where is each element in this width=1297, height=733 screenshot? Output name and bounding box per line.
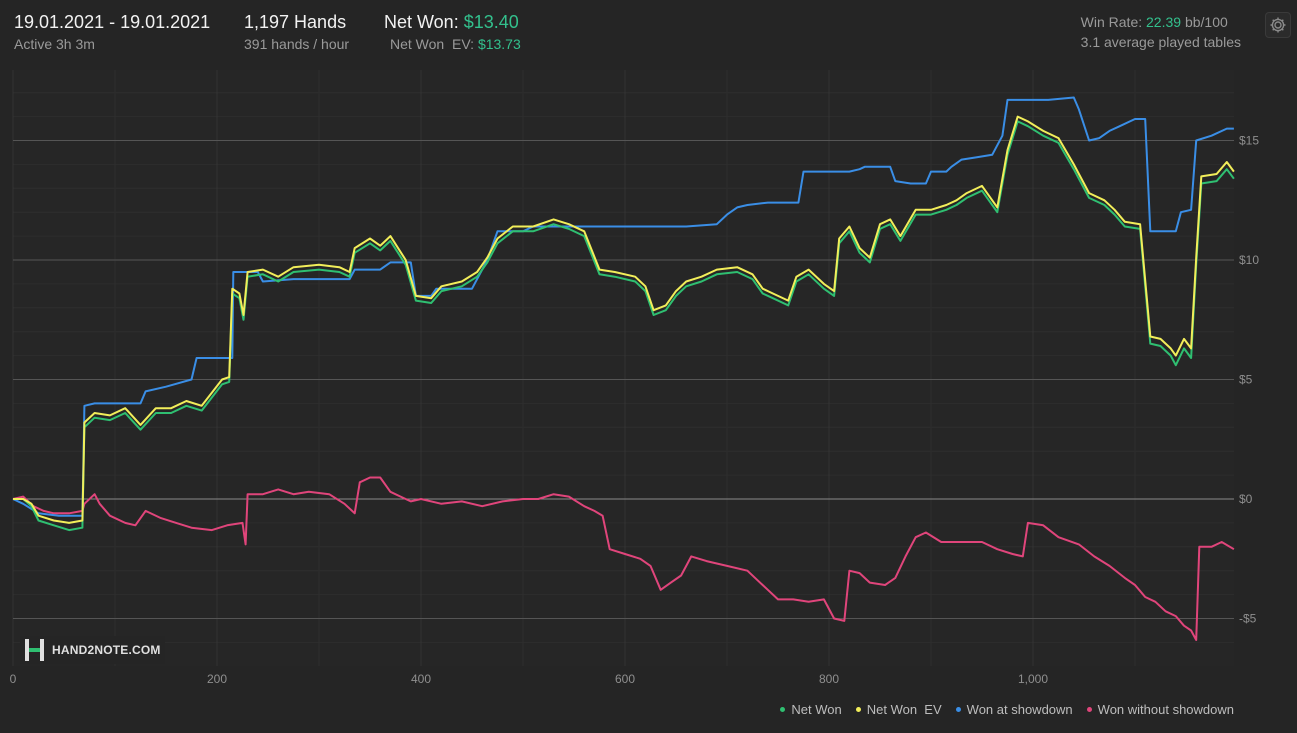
x-tick-label: 800 (819, 672, 839, 686)
x-tick-label: 200 (207, 672, 227, 686)
avg-tables: 3.1 average played tables (1080, 34, 1241, 50)
x-tick-label: 0 (10, 672, 17, 686)
legend-label: Net Won EV (866, 702, 942, 717)
legend-dot (955, 707, 961, 712)
y-tick-label: $0 (1239, 492, 1253, 506)
win-rate-label: Win Rate: (1080, 14, 1143, 30)
net-won-ev-label: Net Won EV: (390, 36, 475, 52)
legend-item-net-won-ev[interactable]: Net Won EV (855, 702, 942, 717)
settings-button[interactable] (1265, 12, 1291, 38)
legend-label: Won without showdown (1097, 702, 1234, 717)
legend-label: Net Won (791, 702, 842, 717)
active-time: Active 3h 3m (14, 36, 95, 52)
win-rate-block: Win Rate: 22.39 bb/100 3.1 average playe… (1081, 12, 1241, 52)
legend-dot (855, 707, 861, 712)
x-tick-label: 1,000 (1018, 672, 1048, 686)
gear-icon (1270, 17, 1286, 33)
legend-label: Won at showdown (966, 702, 1073, 717)
logo-text: HAND2NOTE.COM (52, 643, 161, 657)
hands-per-hour: 391 hands / hour (244, 36, 350, 52)
win-rate-unit: bb/100 (1184, 14, 1228, 30)
hands-count: 1,197 Hands (244, 12, 347, 32)
x-tick-label: 400 (411, 672, 431, 686)
legend-item-net-won[interactable]: Net Won (780, 702, 842, 717)
showdown-line (12, 96, 1234, 517)
net-won-block: Net Won: $13.40 Net Won EV: $13.73 (384, 10, 521, 54)
plot-area (13, 70, 1234, 666)
legend-dot (1086, 707, 1092, 712)
net-won-value: $13.40 (463, 12, 519, 32)
logo: HAND2NOTE.COM (20, 636, 165, 664)
x-tick-label: 600 (615, 672, 635, 686)
y-tick-label: $10 (1239, 253, 1259, 267)
net-won-label: Net Won: (384, 12, 459, 32)
net-won-ev-value: $13.73 (477, 36, 521, 52)
date-range-block: 19.01.2021 - 19.01.2021 Active 3h 3m (14, 10, 210, 54)
y-tick-label: $5 (1239, 373, 1253, 387)
legend-dot (780, 707, 786, 712)
legend-item-non-showdown[interactable]: Won without showdown (1086, 702, 1234, 717)
h2n-logo-icon (25, 639, 44, 661)
legend-item-showdown[interactable]: Won at showdown (955, 702, 1073, 717)
net-won-ev-line (13, 115, 1235, 524)
non-showdown-line (12, 476, 1235, 641)
legend: Net Won Net Won EV Won at showdown Won w… (780, 702, 1234, 717)
net-won-line (13, 120, 1235, 532)
hands-block: 1,197 Hands 391 hands / hour (244, 10, 349, 54)
win-rate-value: 22.39 (1146, 14, 1182, 30)
y-tick-label: -$5 (1239, 612, 1257, 626)
y-tick-label: $15 (1239, 134, 1259, 148)
date-range: 19.01.2021 - 19.01.2021 (14, 12, 211, 32)
